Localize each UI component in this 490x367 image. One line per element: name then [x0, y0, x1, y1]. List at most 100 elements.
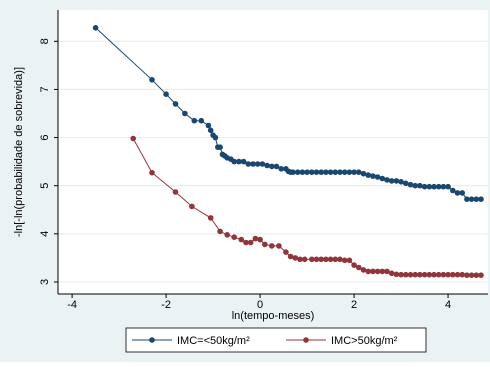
series-2-point [440, 271, 447, 278]
series-1-point [163, 91, 169, 97]
series-1-point [365, 172, 372, 178]
series-1-point [240, 158, 247, 165]
series-2-point [454, 271, 461, 278]
series-2-point [247, 239, 254, 246]
series-1-point [360, 170, 367, 177]
series-2-point [276, 243, 282, 249]
series-1-point [374, 174, 381, 180]
x-tick-label: 2 [351, 299, 357, 311]
series-1-point [259, 161, 266, 167]
series-2-point [417, 271, 423, 278]
series-2-point [464, 272, 470, 279]
series-1-point [254, 161, 261, 167]
series-2-point [301, 256, 308, 263]
series-1-point [172, 101, 179, 107]
legend-marker-1 [149, 337, 155, 343]
series-1-point [426, 183, 433, 190]
series-1-point [464, 196, 470, 202]
series-2-point [257, 236, 263, 243]
series-2-point [309, 256, 315, 263]
series-1-point [346, 169, 353, 175]
y-tick-label: 4 [39, 231, 51, 237]
series-2-point [473, 272, 480, 279]
series-2-point [327, 256, 334, 263]
series-2-point [238, 236, 245, 243]
y-tick-label: 7 [39, 86, 51, 92]
legend-label-2: IMC>50kg/m² [331, 335, 398, 347]
series-1-point [454, 190, 461, 196]
x-tick-label: -4 [67, 299, 77, 311]
series-2-point [341, 257, 348, 264]
series-1-point [278, 166, 285, 172]
series-2-point [149, 169, 155, 176]
series-2-point [407, 271, 414, 278]
series-1-point [212, 134, 219, 141]
series-2-point [297, 256, 303, 263]
series-1-point [412, 182, 419, 189]
y-tick-label: 5 [39, 183, 51, 189]
series-2-point [412, 271, 419, 278]
series-2-point [318, 256, 325, 263]
series-1-point [384, 177, 390, 183]
series-1-point [273, 163, 280, 170]
series-1-point [440, 183, 447, 190]
series-2-point [332, 256, 339, 263]
series-1-point [379, 175, 386, 182]
series-1-point [264, 162, 270, 169]
series-2-point [262, 241, 268, 248]
series-1-point [468, 196, 475, 202]
series-2-point [351, 262, 357, 268]
series-1-point [459, 190, 466, 196]
series-1-point [313, 169, 320, 175]
legend-marker-2 [303, 337, 309, 343]
series-1-point [236, 158, 242, 165]
series-2-point [360, 267, 367, 273]
legend-label-1: IMC=<50kg/m² [177, 335, 250, 347]
series-2-point [398, 271, 404, 278]
series-1-point [250, 161, 256, 167]
series-1-point [421, 183, 428, 190]
series-2-point [287, 253, 294, 260]
series-2-point [435, 271, 442, 278]
series-2-point [207, 215, 214, 221]
series-1-point [304, 169, 310, 175]
series-1-point [403, 180, 409, 187]
series-1-point [356, 169, 362, 175]
series-1-point [398, 179, 404, 185]
series-1-point [337, 169, 343, 175]
series-2-point [421, 271, 428, 278]
legend: IMC=<50kg/m² IMC>50kg/m² [132, 335, 398, 347]
series-1-point [450, 187, 456, 194]
series-1-point [245, 161, 252, 167]
series-2-point [388, 270, 395, 277]
y-tick-label: 6 [39, 134, 51, 140]
series-1-point [92, 25, 99, 31]
series-1-point [478, 196, 484, 202]
series-2-point [346, 257, 353, 264]
series-2-point [313, 256, 320, 263]
series-1-point [370, 173, 376, 179]
series-1-point [217, 144, 223, 150]
series-1-point [318, 169, 325, 175]
series-2-point [269, 243, 275, 249]
series-2-point [426, 271, 433, 278]
x-tick-label: 0 [257, 299, 263, 311]
x-tick-label: -2 [161, 299, 171, 311]
x-axis-ticks: -4 -2 0 2 4 [67, 294, 451, 311]
series-2-point [468, 272, 475, 279]
series-1-point [445, 183, 451, 190]
series-2-point [337, 256, 343, 263]
series-1-point [269, 163, 275, 170]
series-2-point [172, 189, 179, 195]
series-1-point [473, 196, 480, 202]
series-2-point [370, 268, 376, 275]
series-1-point [309, 169, 315, 175]
series-1-point [435, 183, 442, 190]
series-1-point [231, 158, 237, 165]
series-1-point [388, 178, 395, 184]
series-2-point [356, 264, 362, 271]
x-tick-label: 4 [445, 299, 451, 311]
series-1-point [332, 169, 339, 175]
series-2-point [393, 271, 400, 278]
series-2-point [224, 232, 230, 238]
